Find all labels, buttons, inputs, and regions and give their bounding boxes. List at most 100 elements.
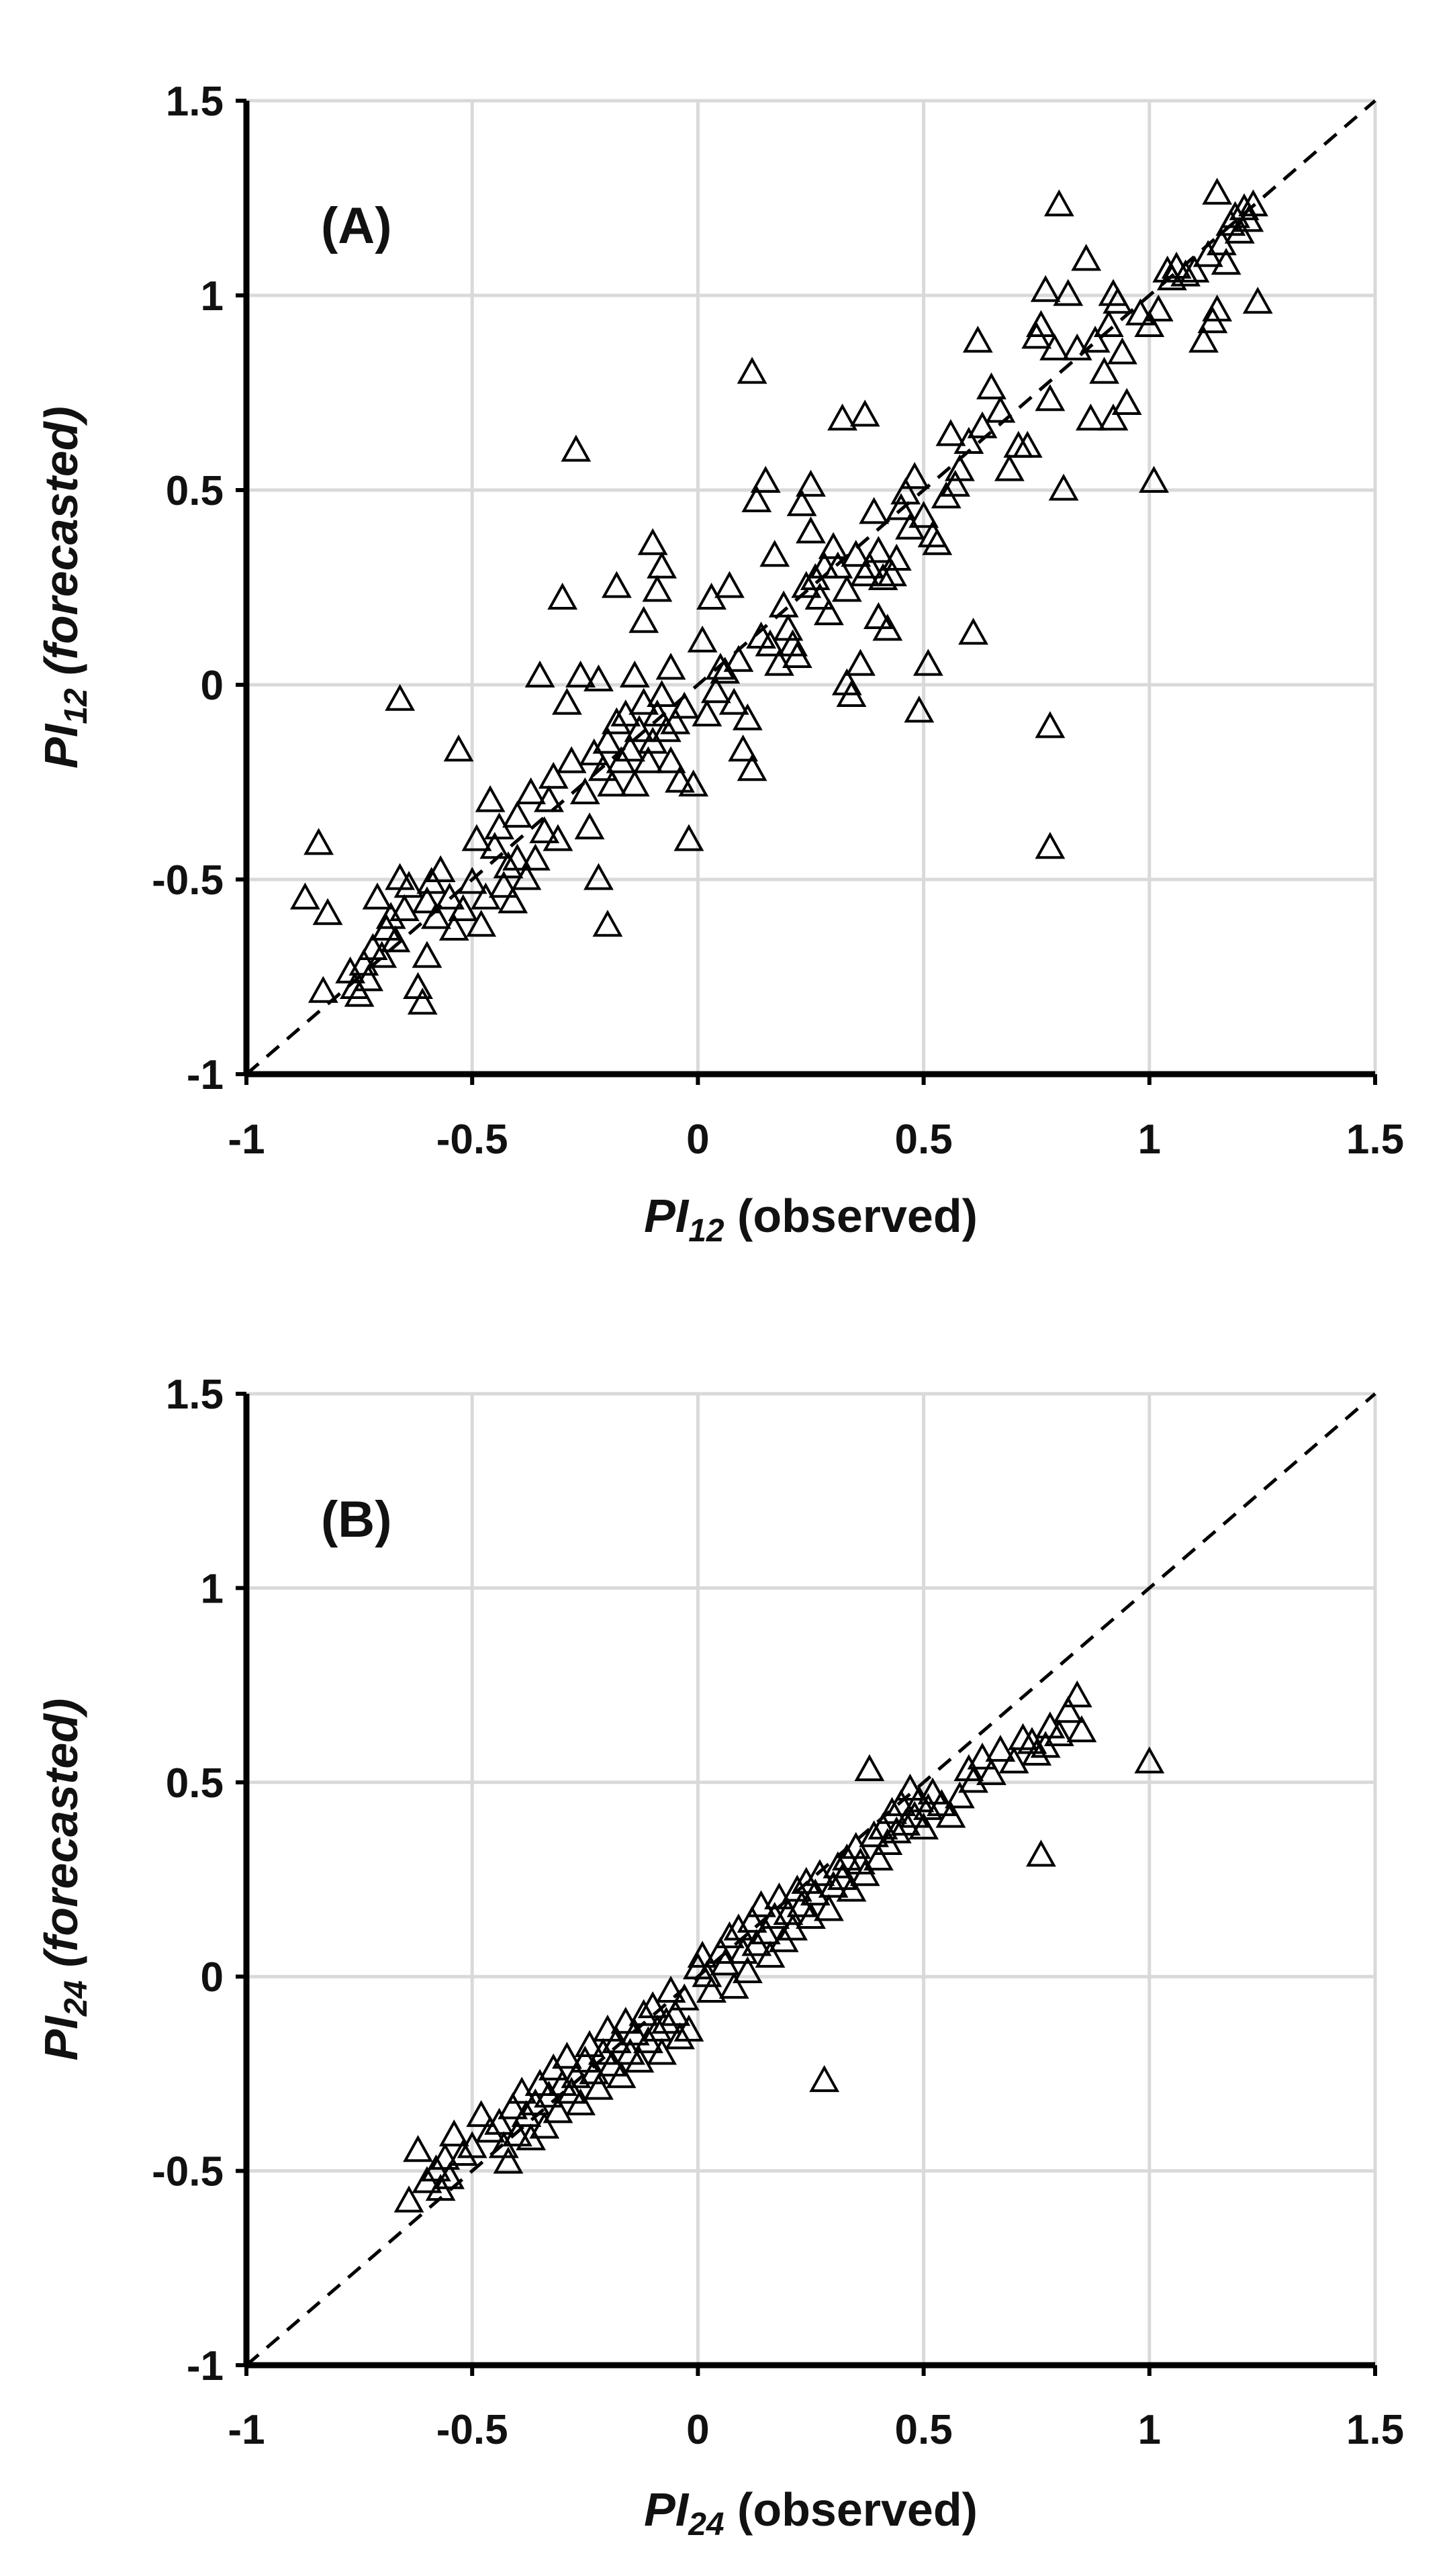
data-point-triangle — [831, 668, 862, 696]
data-point-triangle — [1030, 275, 1061, 302]
data-point-triangle — [457, 2131, 487, 2158]
data-point-triangle — [475, 785, 506, 812]
data-point-triangle — [647, 2038, 677, 2065]
y-axis-label-suffix: (forecasted) — [35, 1699, 87, 1981]
data-point-triangle — [1080, 326, 1111, 353]
data-point-triangle — [393, 871, 424, 898]
data-point-triangle — [412, 941, 442, 968]
data-point-triangle — [1229, 193, 1260, 220]
identity-reference-line — [245, 1392, 1376, 2367]
data-point-triangle — [732, 703, 763, 730]
data-point-triangle — [637, 528, 668, 555]
data-point-triangle — [339, 971, 370, 999]
data-point-triangle — [308, 975, 338, 1003]
data-point-triangle — [1233, 205, 1264, 232]
data-point-triangle — [488, 871, 519, 898]
data-point-triangle — [1075, 403, 1106, 431]
data-point-triangle — [859, 497, 890, 524]
data-point-triangle — [403, 971, 433, 999]
y-tick-label: 1.5 — [166, 1372, 224, 1418]
data-point-triangle — [592, 726, 623, 754]
data-point-triangle — [1139, 465, 1169, 493]
data-point-triangle — [868, 563, 898, 590]
data-point-triangle — [998, 1746, 1029, 1774]
panel-label: (A) — [321, 197, 392, 254]
data-point-triangle — [624, 2046, 655, 2073]
y-axis-label: PI24 (forecasted) — [35, 1699, 94, 2061]
data-point-triangle — [665, 2022, 695, 2050]
x-axis-label-subscript: 12 — [688, 1213, 724, 1249]
data-point-triangle — [524, 660, 555, 687]
data-point-triangle — [502, 843, 532, 871]
data-point-triangle — [723, 645, 754, 672]
y-tick-label: 0 — [201, 663, 224, 709]
data-point-triangle — [628, 606, 659, 633]
data-point-triangle — [619, 2018, 650, 2046]
data-point-triangle — [601, 571, 632, 598]
data-point-triangle — [385, 863, 416, 890]
data-point-triangle — [845, 649, 876, 676]
data-point-triangle — [642, 2014, 673, 2042]
data-point-triangle — [669, 1983, 700, 2011]
x-tick-label: -1 — [228, 2407, 265, 2453]
chart-panel-b: -1 -0.5 0 0.5 1 1.5-1-0.500.511.5(B)PI24 (obs… — [35, 1372, 1404, 2542]
data-point-triangle — [944, 1781, 975, 1809]
data-point-triangle — [457, 867, 487, 894]
data-point-triangle — [1134, 1746, 1165, 1774]
data-point-triangle — [425, 855, 456, 882]
data-point-triangle — [475, 2115, 506, 2143]
data-point-triangle — [1103, 287, 1133, 314]
data-point-triangle — [534, 785, 564, 812]
y-axis-label: PI12 (forecasted) — [35, 406, 94, 769]
data-point-triangle — [1053, 279, 1084, 306]
x-tick-label: 0 — [686, 2407, 709, 2453]
data-point-triangle — [524, 2068, 555, 2096]
data-point-triangle — [935, 1801, 966, 1828]
data-point-triangle — [565, 660, 596, 687]
data-point-triangle — [380, 925, 411, 953]
data-point-triangle — [831, 575, 862, 602]
data-point-triangle — [1053, 1696, 1084, 1723]
data-point-triangle — [511, 863, 542, 890]
data-point-triangle — [1093, 309, 1124, 337]
data-point-triangle — [520, 843, 551, 871]
data-point-triangle — [538, 761, 569, 789]
data-point-triangle — [718, 687, 749, 715]
data-point-triangle — [502, 2119, 532, 2147]
data-point-triangle — [434, 2162, 465, 2189]
y-axis-label-subscript: 24 — [58, 1981, 94, 2017]
y-tick-label: 0 — [201, 1954, 224, 2001]
data-point-triangle — [1125, 298, 1156, 326]
data-point-triangle — [466, 910, 497, 937]
y-tick-label: 0.5 — [166, 468, 224, 514]
data-point-triangle — [290, 882, 320, 910]
data-point-triangle — [1238, 189, 1268, 217]
data-point-triangle — [375, 902, 406, 929]
data-point-triangle — [940, 469, 971, 497]
data-point-triangle — [813, 1894, 844, 1921]
data-point-triangle — [1062, 333, 1092, 361]
data-point-triangle — [895, 1773, 925, 1801]
data-point-triangle — [696, 1975, 727, 2003]
data-point-triangle — [479, 832, 510, 859]
data-point-triangle — [493, 851, 524, 879]
data-point-triangle — [786, 489, 817, 516]
data-point-triangle — [1107, 337, 1137, 365]
data-point-triangle — [1188, 326, 1219, 353]
data-point-triangle — [1179, 255, 1210, 283]
x-tick-label: -0.5 — [436, 2407, 508, 2453]
data-point-triangle — [728, 1936, 759, 1964]
x-tick-label: 1.5 — [1346, 2407, 1404, 2453]
data-point-triangle — [732, 1956, 763, 1984]
data-point-triangle — [1008, 1723, 1038, 1750]
data-point-triangle — [700, 676, 731, 704]
data-point-triangle — [796, 516, 826, 544]
data-point-triangle — [529, 2111, 560, 2139]
x-axis-label-suffix: (observed) — [724, 2483, 978, 2536]
panel-label: (B) — [321, 1491, 392, 1548]
data-point-triangle — [962, 326, 993, 353]
data-point-triangle — [466, 2100, 497, 2128]
data-point-triangle — [1043, 189, 1074, 217]
x-tick-label: 1.5 — [1346, 1116, 1404, 1163]
